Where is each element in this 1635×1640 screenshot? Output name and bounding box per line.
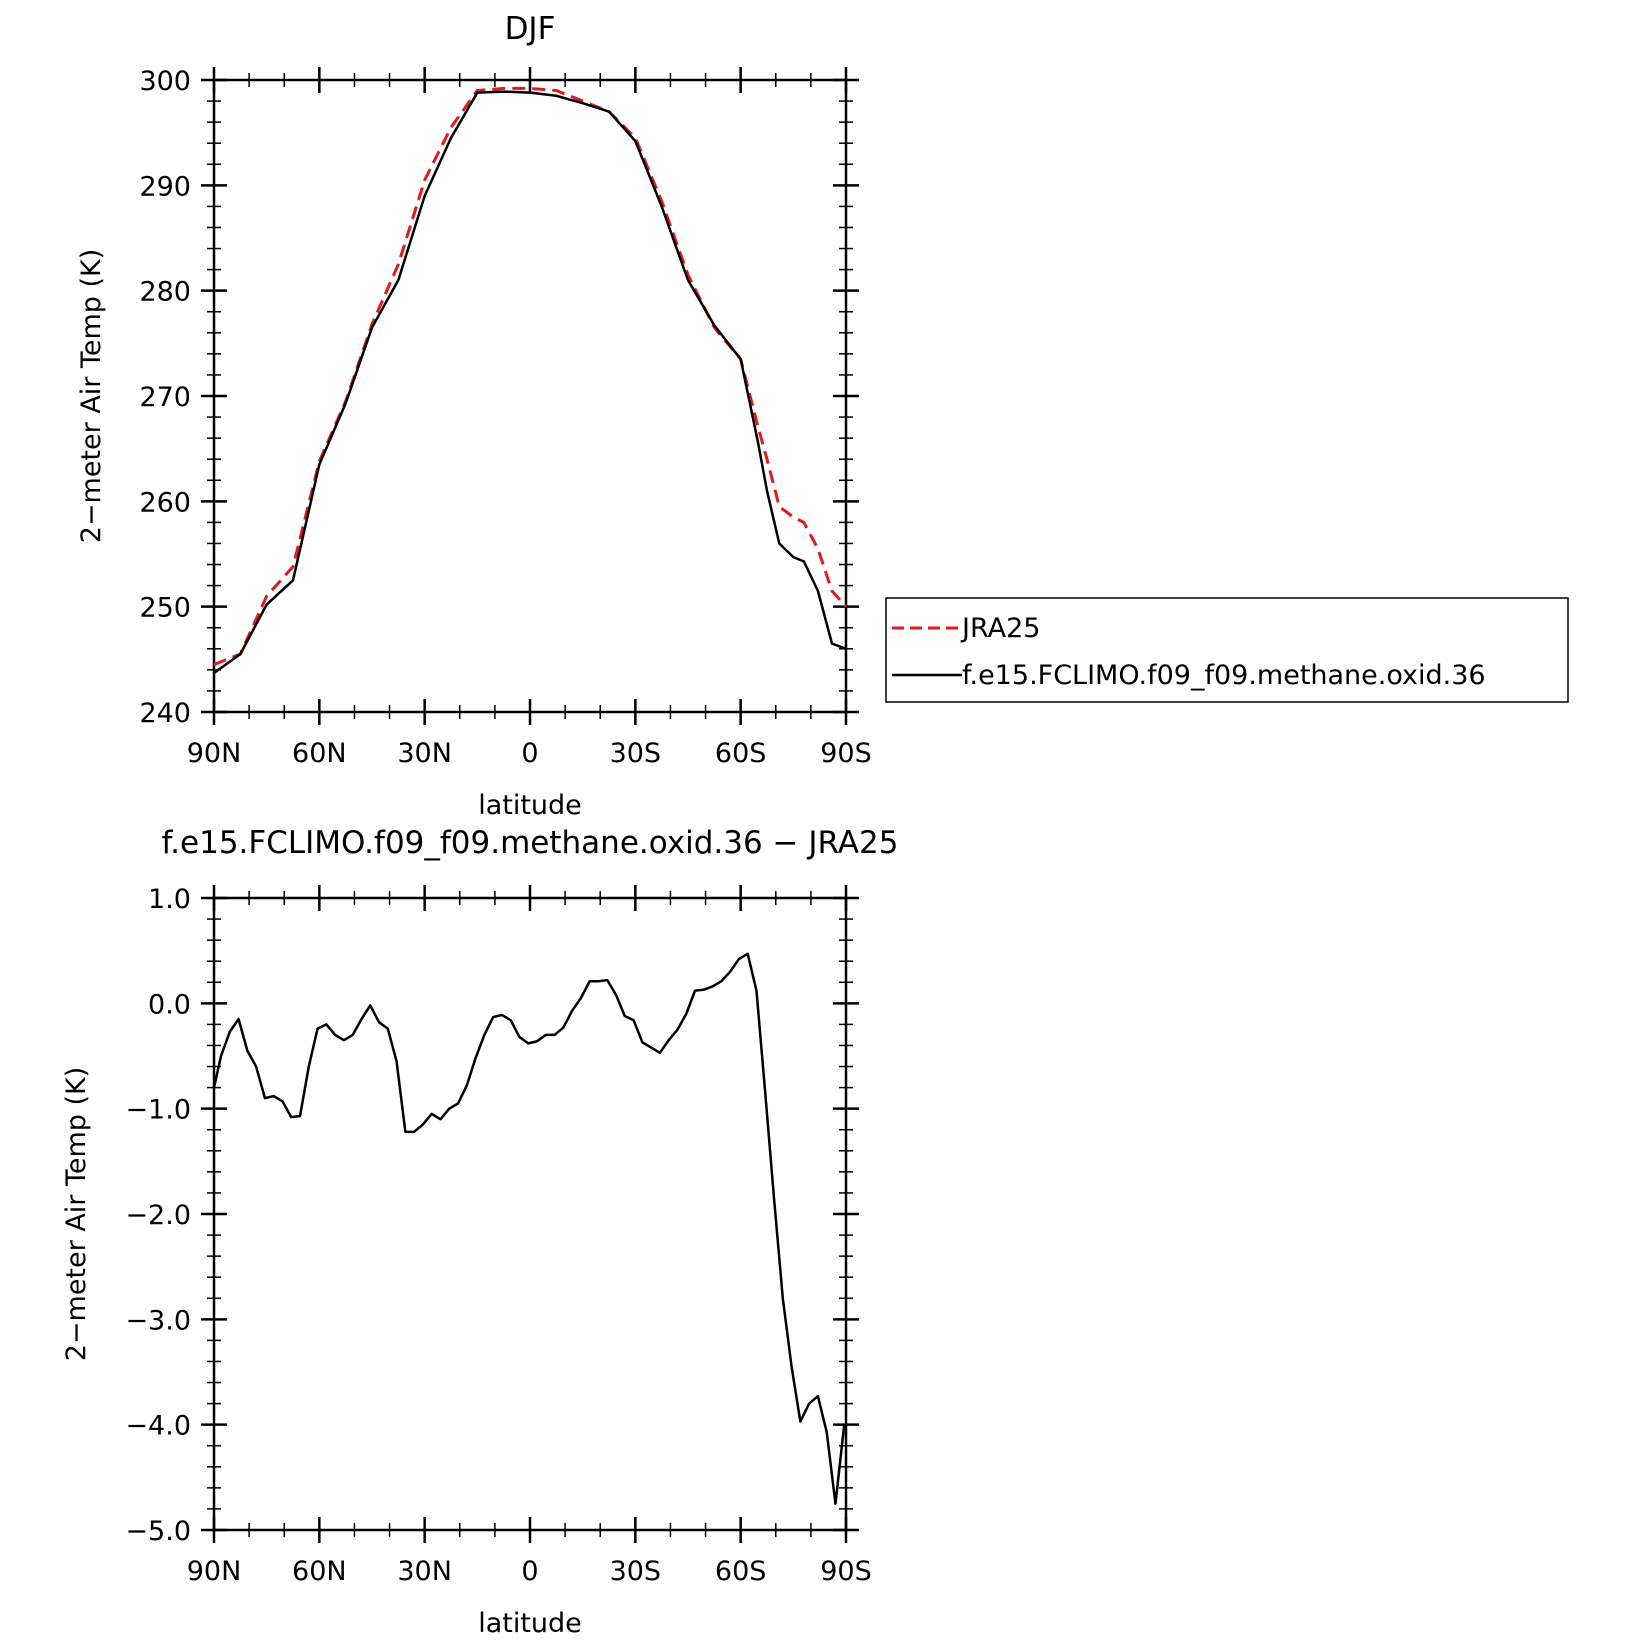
top-ytick-label: 300 bbox=[139, 66, 191, 97]
top-xtick-label: 90N bbox=[187, 738, 242, 769]
bottom-series-group bbox=[212, 952, 846, 1505]
top-xtick-label: 30N bbox=[397, 738, 452, 769]
top-x-tick-labels: 90N 60N 30N 0 30S 60S 90S bbox=[187, 738, 872, 769]
bottom-plot-frame bbox=[212, 896, 848, 1532]
top-ticks bbox=[201, 67, 859, 725]
bot-ytick-label: −4.0 bbox=[125, 1411, 191, 1442]
top-xtick-label: 60N bbox=[292, 738, 347, 769]
top-ytick-label: 280 bbox=[139, 277, 191, 308]
bot-xtick-label: 60S bbox=[715, 1556, 767, 1587]
legend-label-model: f.e15.FCLIMO.f09_f09.methane.oxid.36 bbox=[962, 660, 1486, 691]
bot-xtick-label: 0 bbox=[521, 1556, 538, 1587]
legend: JRA25 f.e15.FCLIMO.f09_f09.methane.oxid.… bbox=[885, 597, 1569, 703]
bottom-panel: f.e15.FCLIMO.f09_f09.methane.oxid.36 − J… bbox=[61, 825, 899, 1639]
top-title: DJF bbox=[505, 11, 556, 47]
bottom-ticks bbox=[201, 885, 859, 1543]
bot-ytick-label: −5.0 bbox=[125, 1516, 191, 1547]
top-panel: DJF 240 250 260 270 280 290 300 90N 60N 30N 0 30S 6… bbox=[76, 11, 1569, 821]
top-ytick-label: 270 bbox=[139, 382, 191, 413]
legend-box bbox=[885, 597, 1569, 703]
bot-xtick-label: 60N bbox=[292, 1556, 347, 1587]
bottom-x-axis-label: latitude bbox=[478, 1608, 582, 1635]
top-y-tick-labels: 240 250 260 270 280 290 300 bbox=[139, 66, 191, 729]
top-xtick-label: 90S bbox=[820, 738, 872, 769]
top-y-axis-label: 2−meter Air Temp (K) bbox=[76, 249, 107, 544]
top-xtick-label: 0 bbox=[521, 738, 538, 769]
bottom-x-tick-labels: 90N 60N 30N 0 30S 60S 90S bbox=[187, 1556, 872, 1587]
bot-ytick-label: 0.0 bbox=[148, 989, 191, 1020]
bot-ytick-label: 1.0 bbox=[148, 884, 191, 915]
bot-ytick-label: −3.0 bbox=[125, 1305, 191, 1336]
bottom-y-axis-label: 2−meter Air Temp (K) bbox=[61, 1067, 92, 1362]
bot-xtick-label: 90S bbox=[820, 1556, 872, 1587]
top-ytick-label: 290 bbox=[139, 171, 191, 202]
top-series-group bbox=[213, 86, 848, 675]
top-xtick-label: 30S bbox=[610, 738, 662, 769]
top-ytick-label: 240 bbox=[139, 698, 191, 729]
top-x-axis-label: latitude bbox=[478, 790, 582, 821]
legend-label-jra25: JRA25 bbox=[960, 613, 1040, 644]
bot-xtick-label: 30N bbox=[397, 1556, 452, 1587]
top-series-line-1 bbox=[213, 90, 847, 675]
bot-xtick-label: 30S bbox=[610, 1556, 662, 1587]
bot-ytick-label: −1.0 bbox=[125, 1095, 191, 1126]
bottom-y-tick-labels: 1.0 0.0 −1.0 −2.0 −3.0 −4.0 −5.0 bbox=[125, 884, 191, 1547]
bot-series-line-0 bbox=[212, 952, 846, 1505]
top-ytick-label: 250 bbox=[139, 593, 191, 624]
bot-ytick-label: −2.0 bbox=[125, 1200, 191, 1231]
top-series-line-0 bbox=[213, 86, 848, 666]
bot-xtick-label: 90N bbox=[187, 1556, 242, 1587]
bottom-title: f.e15.FCLIMO.f09_f09.methane.oxid.36 − J… bbox=[162, 825, 899, 861]
top-ytick-label: 260 bbox=[139, 487, 191, 518]
top-xtick-label: 60S bbox=[715, 738, 767, 769]
